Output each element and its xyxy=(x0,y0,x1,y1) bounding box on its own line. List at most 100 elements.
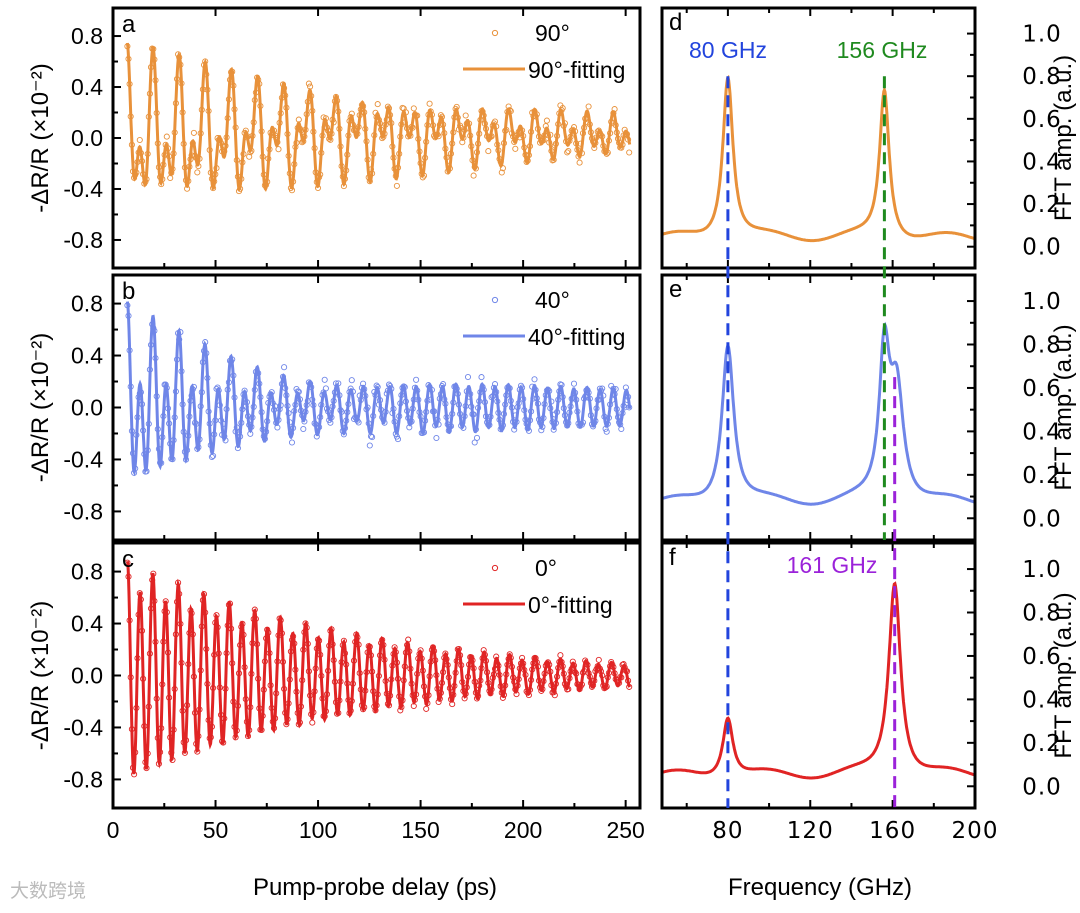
legend-label: 40° xyxy=(535,287,570,313)
legend-label: 90° xyxy=(535,20,570,46)
data-point xyxy=(366,442,373,449)
data-point xyxy=(595,656,602,663)
y-tick-label: -0.4 xyxy=(63,446,103,472)
fit-line xyxy=(125,560,632,775)
data-point xyxy=(374,101,381,108)
x-tick-label: 200 xyxy=(504,817,542,843)
data-point xyxy=(281,364,288,371)
data-point xyxy=(498,169,505,176)
panel-d: 0.0 0.2 0.4 0.6 0.8 1.0 d FFT amp. (a.u.) xyxy=(661,8,1077,268)
y-tick-label: 0.0 xyxy=(71,125,103,151)
x-tick-label: 250 xyxy=(606,817,644,843)
x-tick-label: 100 xyxy=(299,817,337,843)
y-tick-label: 0.4 xyxy=(1022,419,1062,445)
fit-line xyxy=(125,42,632,192)
legend-marker xyxy=(491,564,499,572)
data-point xyxy=(576,159,583,166)
panel-b: -0.8 -0.4 0.0 0.4 0.8 b 40° 40°-fitting -ΔR/R (×… xyxy=(27,275,633,540)
plot-frame xyxy=(111,273,642,542)
watermark: 大数跨境 xyxy=(10,880,87,902)
data-point xyxy=(564,149,571,156)
data-point xyxy=(531,376,538,383)
data-point xyxy=(618,425,625,433)
panel-f: 80 120 160 200 0.0 0.2 0.4 0.6 0.8 1.0 f FFT amp. (… xyxy=(661,543,1077,844)
data-point xyxy=(136,136,143,144)
y-tick-label: -0.8 xyxy=(63,498,103,524)
data-point xyxy=(478,374,485,381)
legend-label: 0°-fitting xyxy=(528,592,613,618)
y-tick-label: 0.2 xyxy=(1022,731,1062,757)
data-point xyxy=(163,133,170,140)
data-point xyxy=(464,373,472,381)
data-point xyxy=(348,377,355,384)
y-tick-label: 0.4 xyxy=(71,74,103,100)
data-point xyxy=(393,182,400,189)
data-point xyxy=(585,103,592,110)
y-tick-label: 0.4 xyxy=(71,611,103,637)
y-tick-label: 0.8 xyxy=(1022,64,1062,90)
panel-a: -0.8 -0.4 0.0 0.4 0.8 a 90° 90°-fitting -ΔR/R (×… xyxy=(27,8,633,268)
x-axis-title: Frequency (GHz) xyxy=(728,874,912,901)
annotation-80ghz: 80 GHz xyxy=(689,37,767,63)
legend-marker xyxy=(491,296,499,304)
data-point xyxy=(394,436,402,443)
data-point xyxy=(570,380,578,387)
data-point xyxy=(543,117,550,124)
y-tick-label: 0.8 xyxy=(1022,333,1062,359)
panel-e: 0.0 0.2 0.4 0.6 0.8 1.0 e FFT amp. (a.u.) xyxy=(661,275,1077,540)
annotation-156ghz: 156 GHz xyxy=(837,37,928,63)
y-tick-label: 0.0 xyxy=(71,663,103,689)
data-point xyxy=(410,105,417,112)
y-tick-label: 0.6 xyxy=(1022,107,1062,133)
fft-line xyxy=(661,581,976,780)
y-axis-title: -ΔR/R (×10⁻²) xyxy=(27,333,54,482)
data-point xyxy=(473,434,481,441)
y-tick-label: 1.0 xyxy=(1022,22,1062,48)
x-axis-title: Pump-probe delay (ps) xyxy=(253,874,497,901)
annotation-161ghz: 161 GHz xyxy=(787,552,878,578)
data-point xyxy=(190,129,197,136)
plot-frame xyxy=(111,541,642,810)
data-point xyxy=(288,439,296,446)
data-point xyxy=(485,148,492,155)
panel-label: a xyxy=(122,11,136,38)
y-axis-title: FFT amp. (a.u.) xyxy=(1050,55,1077,221)
y-tick-label: 0.8 xyxy=(71,291,103,317)
data-point xyxy=(321,376,328,383)
y-tick-label: 0.8 xyxy=(1022,601,1062,627)
x-tick-label: 200 xyxy=(952,818,999,844)
data-point xyxy=(305,80,312,87)
x-tick-label: 0 xyxy=(107,817,120,843)
data-point xyxy=(426,100,433,107)
legend-marker xyxy=(491,29,499,37)
y-tick-label: 0.0 xyxy=(1022,506,1062,532)
plot-frame xyxy=(660,541,977,810)
data-point xyxy=(557,652,564,659)
y-tick-label: 0.0 xyxy=(71,395,103,421)
data-point xyxy=(309,719,316,726)
panel-label: f xyxy=(669,544,676,571)
fft-line xyxy=(661,321,976,506)
legend-label: 90°-fitting xyxy=(528,57,625,83)
data-point xyxy=(246,153,253,160)
x-tick-label: 150 xyxy=(401,817,439,843)
legend-label: 0° xyxy=(535,555,557,581)
y-tick-label: 0.4 xyxy=(1022,149,1062,175)
fit-line xyxy=(125,301,632,477)
y-tick-label: 0.4 xyxy=(1022,687,1062,713)
legend-label: 40°-fitting xyxy=(528,324,625,350)
data-point xyxy=(413,376,420,383)
y-tick-label: 0.0 xyxy=(1022,774,1062,800)
y-tick-label: 0.8 xyxy=(71,23,103,49)
panel-label: e xyxy=(669,276,682,303)
y-tick-label: 0.4 xyxy=(71,343,103,369)
data-point xyxy=(322,385,329,392)
data-point xyxy=(470,172,477,179)
y-axis-title: -ΔR/R (×10⁻²) xyxy=(27,63,54,212)
y-tick-label: -0.8 xyxy=(63,227,103,253)
plot-frame xyxy=(111,6,642,270)
x-tick-label: 120 xyxy=(787,818,834,844)
x-tick-label: 160 xyxy=(869,818,916,844)
data-point xyxy=(565,147,572,155)
